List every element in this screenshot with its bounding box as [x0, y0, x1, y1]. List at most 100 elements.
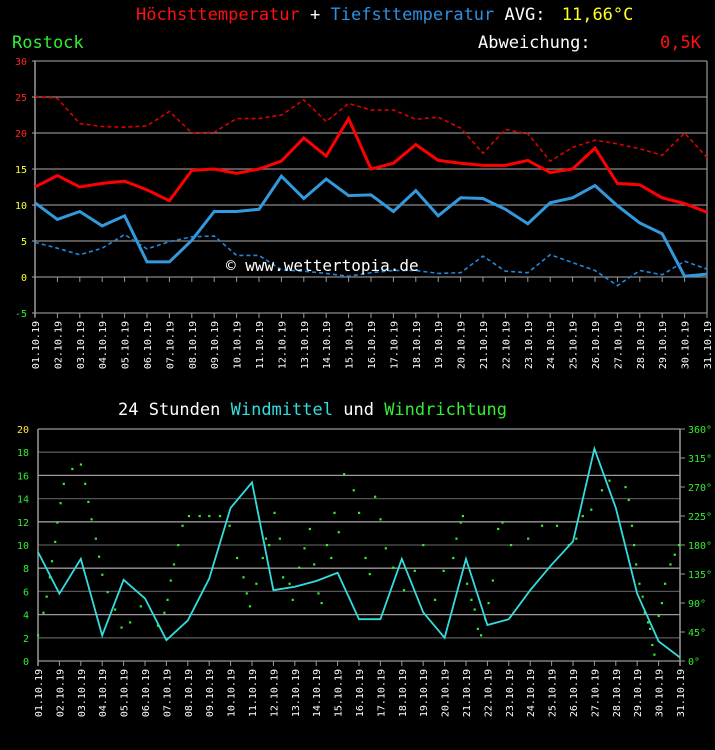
title-max: Höchsttemperatur [136, 5, 300, 25]
direction-dot [317, 592, 320, 595]
direction-dot [166, 598, 169, 601]
direction-dot [487, 602, 490, 605]
x-tick-label: 28.10.19 [612, 669, 623, 717]
direction-dot [673, 553, 676, 556]
direction-dot [461, 515, 464, 518]
direction-dot [59, 502, 62, 505]
direction-dot [333, 511, 336, 514]
direction-dot [476, 627, 479, 630]
x-tick-label: 28.10.19 [636, 321, 647, 369]
x-tick-label: 14.10.19 [312, 669, 323, 717]
direction-dot [379, 518, 382, 521]
direction-dot [330, 556, 333, 560]
wind-title-direction: Windrichtung [384, 400, 508, 420]
x-tick-label: 04.10.19 [98, 669, 109, 717]
direction-dot [120, 626, 123, 629]
x-tick-label: 02.10.19 [53, 321, 64, 369]
direction-dot [163, 611, 166, 614]
direction-dot [413, 569, 416, 572]
direction-dot [455, 537, 458, 540]
direction-dot [653, 653, 656, 656]
direction-dot [600, 489, 604, 492]
x-tick-label: 27.10.19 [613, 321, 624, 369]
direction-dot [364, 556, 367, 560]
series-line-dotted [34, 233, 708, 287]
x-tick-label: 21.10.19 [462, 669, 473, 717]
direction-dot [452, 556, 455, 560]
y-tick-label: 14 [17, 495, 29, 506]
x-tick-label: 25.10.19 [569, 321, 580, 369]
x-tick-label: 12.10.19 [277, 321, 288, 369]
direction-dot [228, 524, 231, 527]
direction-dot [54, 540, 57, 543]
x-tick-label: 30.10.19 [655, 669, 666, 717]
y2-tick-label: 90° [688, 599, 706, 610]
direction-dot [649, 627, 652, 630]
direction-dot [402, 589, 406, 592]
watermark: © www.wettertopia.de [226, 256, 419, 275]
direction-dot [278, 537, 282, 540]
y-tick-label: 20 [15, 129, 27, 140]
y2-tick-label: 225° [688, 512, 712, 523]
direction-dot [298, 566, 301, 569]
x-tick-label: 07.10.19 [165, 321, 176, 369]
direction-dot [248, 605, 252, 608]
direction-dot [261, 556, 264, 560]
x-tick-label: 10.10.19 [227, 669, 238, 717]
y-tick-label: -5 [15, 309, 27, 320]
y-tick-label: 2 [23, 634, 29, 645]
x-tick-label: 16.10.19 [355, 669, 366, 717]
x-tick-label: 21.10.19 [479, 321, 490, 369]
y2-tick-label: 45° [688, 628, 706, 639]
direction-dot [466, 582, 469, 585]
direction-dot [459, 521, 462, 524]
direction-dot [422, 544, 425, 547]
direction-dot [627, 498, 630, 502]
x-tick-label: 23.10.19 [524, 321, 535, 369]
direction-dot [337, 531, 340, 534]
avg-label: AVG: [504, 5, 546, 25]
direction-dot [491, 579, 494, 582]
x-tick-label: 31.10.19 [703, 321, 714, 369]
x-tick-label: 08.10.19 [184, 669, 195, 717]
direction-dot [433, 598, 437, 601]
y-tick-label: 0 [23, 657, 29, 668]
direction-dot [198, 515, 201, 518]
y2-tick-label: 0° [688, 657, 700, 668]
x-tick-label: 01.10.19 [34, 669, 45, 717]
direction-dot [384, 547, 387, 550]
x-tick-label: 15.10.19 [345, 321, 356, 369]
direction-dot [646, 621, 650, 624]
x-tick-label: 27.10.19 [590, 669, 601, 717]
series-line-dotted [34, 95, 708, 163]
direction-dot [273, 511, 276, 514]
x-tick-label: 25.10.19 [548, 669, 559, 717]
x-tick-label: 06.10.19 [143, 321, 154, 369]
x-tick-label: 22.10.19 [501, 321, 512, 369]
y-tick-label: 8 [23, 564, 29, 575]
direction-dot [218, 515, 222, 518]
x-tick-label: 17.10.19 [376, 669, 387, 717]
direction-dot [56, 521, 59, 524]
x-tick-label: 09.10.19 [205, 669, 216, 717]
direction-dot [282, 576, 285, 579]
x-tick-label: 26.10.19 [591, 321, 602, 369]
direction-dot [45, 595, 48, 598]
wind-title-prefix: 24 Stunden [118, 400, 221, 420]
y2-tick-label: 360° [688, 425, 712, 436]
x-tick-label: 23.10.19 [505, 669, 516, 717]
x-tick-label: 06.10.19 [141, 669, 152, 717]
direction-dot [62, 482, 65, 485]
x-tick-label: 30.10.19 [681, 321, 692, 369]
x-tick-label: 11.10.19 [255, 321, 266, 369]
direction-dot [87, 500, 90, 504]
x-tick-label: 20.10.19 [441, 669, 452, 717]
x-tick-label: 03.10.19 [77, 669, 88, 717]
y-tick-label: 15 [15, 165, 27, 176]
x-tick-label: 29.10.19 [658, 321, 669, 369]
x-tick-label: 26.10.19 [569, 669, 580, 717]
direction-dot [527, 537, 530, 540]
deviation-label: Abweichung: [478, 33, 591, 53]
y2-tick-label: 315° [688, 454, 712, 465]
y-tick-label: 30 [15, 57, 27, 68]
